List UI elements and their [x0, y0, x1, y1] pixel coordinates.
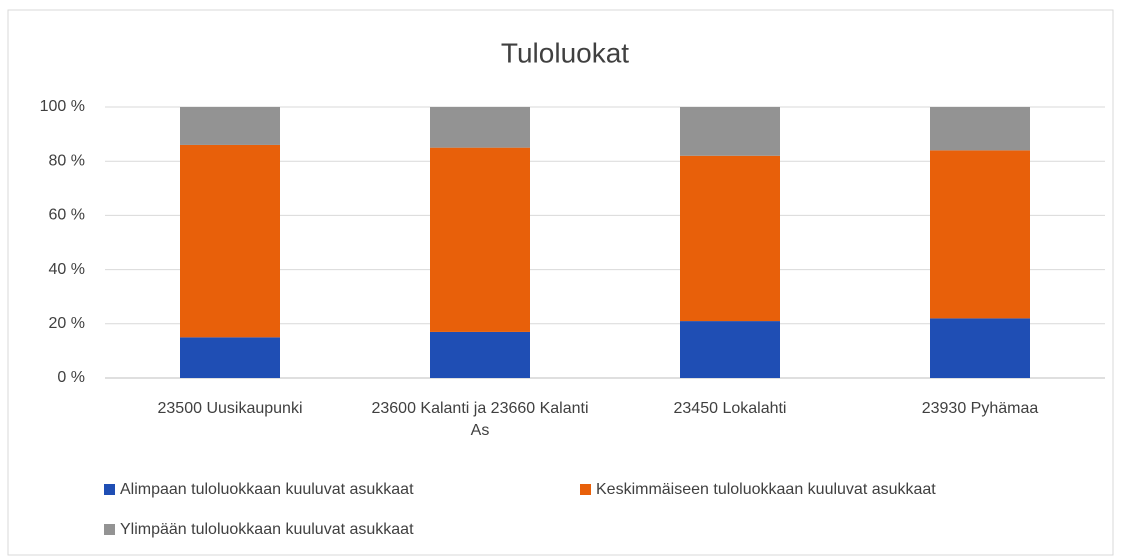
x-tick-label: 23450 Lokalahti [673, 400, 787, 417]
chart-title: Tuloluokat [501, 37, 629, 68]
bar-segment [180, 144, 280, 338]
y-tick-label: 0 % [57, 369, 85, 386]
bar-segment [180, 337, 280, 378]
bar-segment [430, 107, 530, 148]
legend-label: Ylimpään tuloluokkaan kuuluvat asukkaat [120, 521, 414, 538]
x-tick-label: 23600 Kalanti ja 23660 Kalanti As [371, 400, 589, 439]
bar-segment [430, 331, 530, 378]
bar-segment [680, 107, 780, 156]
legend-label: Keskimmäiseen tuloluokkaan kuuluvat asuk… [596, 481, 936, 498]
legend-swatch [580, 484, 591, 495]
y-tick-label: 60 % [49, 207, 85, 224]
bar-segment [680, 155, 780, 322]
legend-label: Alimpaan tuloluokkaan kuuluvat asukkaat [120, 481, 414, 498]
y-tick-label: 100 % [40, 98, 85, 115]
y-tick-label: 40 % [49, 261, 85, 278]
bar-segment [930, 318, 1030, 378]
bar-segment [930, 150, 1030, 319]
x-tick-label: 23500 Uusikaupunki [157, 400, 303, 417]
bar-segment [180, 107, 280, 145]
x-tick-label: 23930 Pyhämaa [921, 400, 1039, 417]
bar-segment [930, 107, 1030, 151]
legend-swatch [104, 524, 115, 535]
bar-segment [430, 147, 530, 332]
legend-swatch [104, 484, 115, 495]
y-tick-label: 20 % [49, 315, 85, 332]
y-tick-label: 80 % [49, 152, 85, 169]
bar-segment [680, 321, 780, 378]
